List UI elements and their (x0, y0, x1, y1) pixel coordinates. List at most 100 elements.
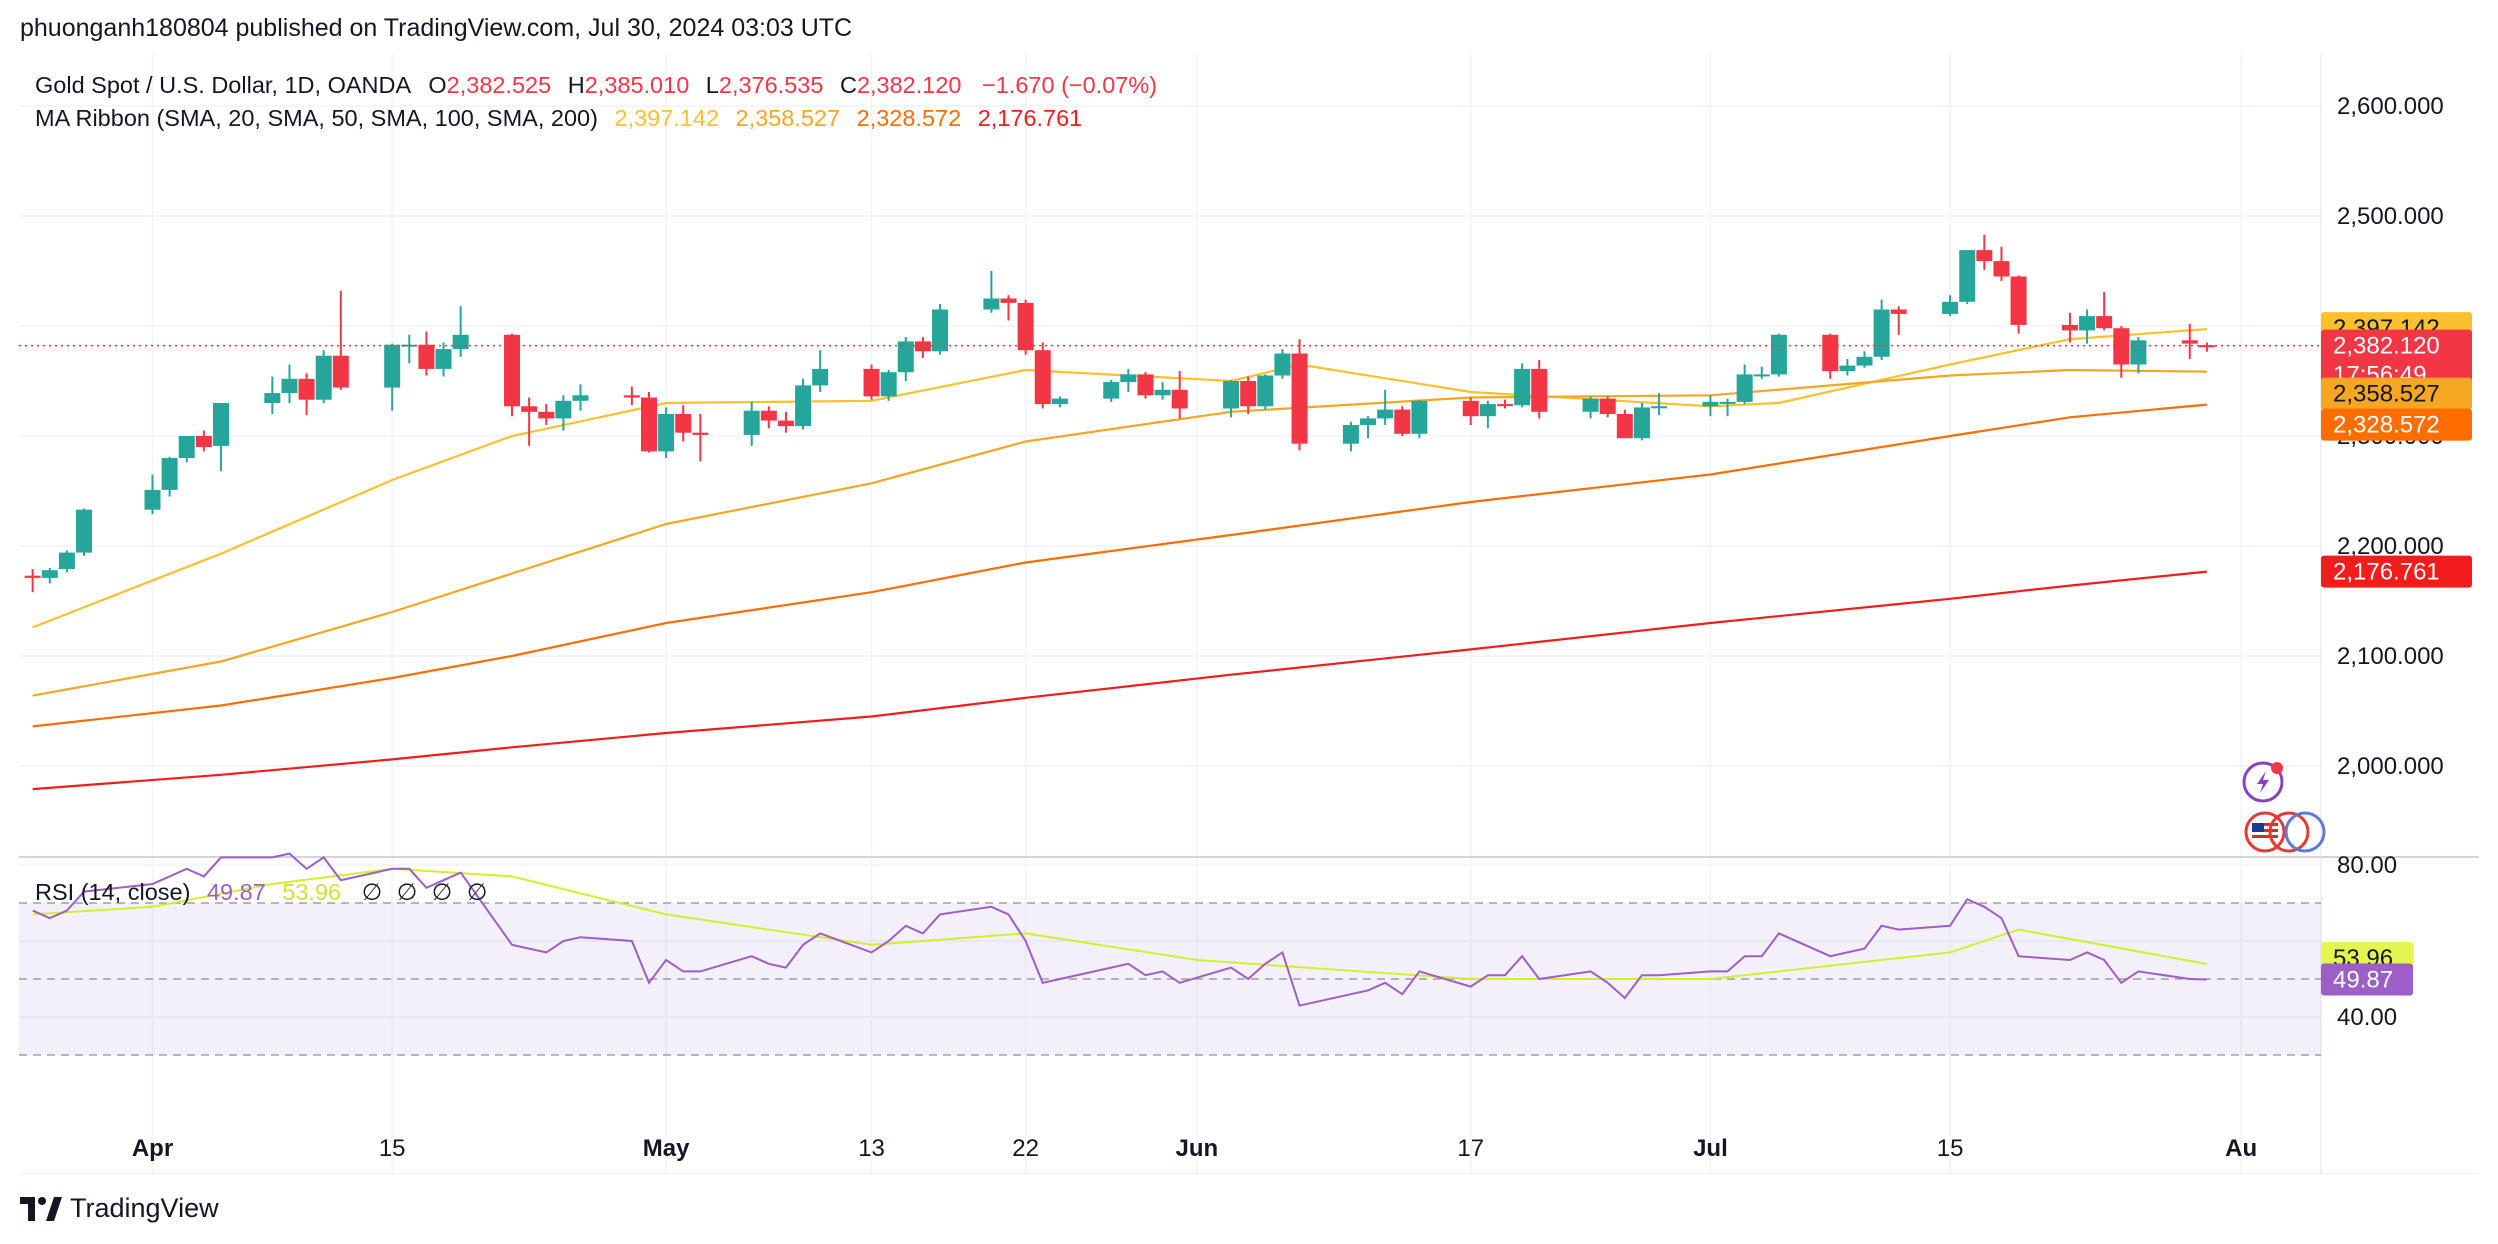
time-tick-label: 15 (1937, 1135, 1964, 1162)
candle-body (1017, 302, 1034, 351)
close-label: C (839, 72, 857, 98)
last-price-badge-text: 2,382.120 (2333, 333, 2440, 360)
candle-body (58, 552, 75, 570)
rsi-badge-text: 49.87 (2333, 966, 2393, 993)
tradingview-logo-icon (20, 1196, 62, 1221)
candle (2113, 326, 2130, 378)
candle-body (1240, 381, 1257, 407)
ma-line-sma100 (32, 403, 2208, 728)
candle (2181, 323, 2198, 359)
candle-body (658, 414, 675, 452)
flash-icon[interactable] (2242, 761, 2284, 803)
candle (863, 364, 880, 400)
candle (572, 384, 589, 411)
chart-canvas[interactable]: 2,000.0002,100.0002,200.0002,300.0002,40… (19, 54, 2479, 1174)
ma50-value: 2,358.527 (735, 105, 841, 131)
candle (1993, 246, 2010, 281)
rsi-title: RSI (14, close) (35, 879, 191, 905)
candle (1616, 409, 1633, 439)
candle-body (1462, 400, 1479, 417)
candle-body (161, 458, 178, 490)
candle (623, 386, 640, 406)
candle (1873, 299, 1890, 361)
candle (401, 334, 418, 364)
ma-line-sma50 (32, 368, 2207, 697)
candle-body (418, 344, 435, 369)
candle-body (777, 420, 794, 427)
candle (1890, 306, 1907, 335)
candle-body (1959, 250, 1976, 302)
candle (452, 306, 469, 357)
candle (1240, 376, 1257, 414)
symbol-legend[interactable]: Gold Spot / U.S. Dollar, 1D, OANDA O2,38… (35, 72, 1157, 99)
candle (1770, 333, 1787, 377)
candle-body (1702, 401, 1719, 407)
candlestick-series (24, 234, 2215, 593)
time-tick-label: Au (2225, 1135, 2257, 1162)
candle-body (1120, 374, 1137, 383)
us-flag-events-icon[interactable] (2244, 811, 2326, 853)
candle-body (538, 411, 555, 419)
candle-body (795, 385, 812, 427)
ma50-badge-box (2321, 377, 2472, 410)
candle-body (2198, 345, 2215, 348)
rsi-legend[interactable]: RSI (14, close) 49.87 53.96 ∅ ∅ ∅ ∅ (35, 878, 487, 906)
candle (1274, 349, 1291, 379)
candle-body (1514, 368, 1531, 406)
rsi-band (19, 902, 2321, 1056)
ma-legend[interactable]: MA Ribbon (SMA, 20, SMA, 50, SMA, 100, S… (35, 105, 1082, 132)
brand-name: TradingView (70, 1193, 219, 1223)
candle-body (76, 509, 93, 553)
empty-mark-3: ∅ (431, 879, 453, 905)
rsi-signal-value: 53.96 (282, 879, 342, 905)
candle (1051, 396, 1068, 408)
time-axis[interactable]: Apr 15 May 13 22 Jun 17 Jul 15 Au (132, 1135, 2257, 1162)
candle (1394, 406, 1411, 436)
candle (264, 376, 281, 414)
candle (2079, 309, 2096, 344)
candle (880, 370, 897, 401)
candle (435, 342, 452, 377)
candle (760, 406, 777, 429)
candle-body (521, 406, 538, 412)
candle-body (1839, 365, 1856, 372)
candle (144, 474, 161, 515)
candle (914, 337, 931, 358)
close-value: 2,382.120 (856, 72, 962, 98)
candle (555, 395, 572, 431)
candle (1599, 396, 1616, 418)
candle-body (195, 436, 212, 447)
candle (521, 397, 538, 446)
candle-body (692, 432, 709, 435)
change-value: −1.670 (−0.07%) (982, 72, 1158, 98)
candle-body (1856, 356, 1873, 366)
candle-body (1582, 398, 1599, 412)
ma200-badge-text: 2,176.761 (2333, 559, 2440, 586)
tradingview-logo[interactable]: TradingView (20, 1193, 219, 1224)
ma200-badge-box (2321, 555, 2472, 588)
candle-body (760, 410, 777, 421)
candle-body (675, 414, 692, 433)
candle-body (281, 378, 298, 394)
price-tick-label: 2,200.000 (2337, 533, 2444, 560)
candle-body (2113, 328, 2130, 365)
candle-body (1103, 382, 1120, 399)
candle (1171, 371, 1188, 419)
candle (1702, 395, 1719, 417)
candle (1514, 363, 1531, 408)
candle (1839, 359, 1856, 376)
rsi-axis[interactable]: 40.00 80.00 (2337, 852, 2397, 1031)
candle (1651, 393, 1668, 416)
candle (1736, 364, 1753, 405)
candle-body (178, 436, 195, 458)
candle-body (1223, 381, 1240, 409)
candle-body (504, 334, 521, 407)
candle (2130, 337, 2147, 374)
ma50-badge: 2,358.527 (2321, 377, 2472, 410)
candle-body (1291, 353, 1308, 444)
candle-body (1411, 400, 1428, 434)
candle (1822, 333, 1839, 379)
ma200-value: 2,176.761 (977, 105, 1083, 131)
rsi-signal-line (32, 867, 2208, 980)
time-tick-label: Apr (132, 1135, 173, 1162)
